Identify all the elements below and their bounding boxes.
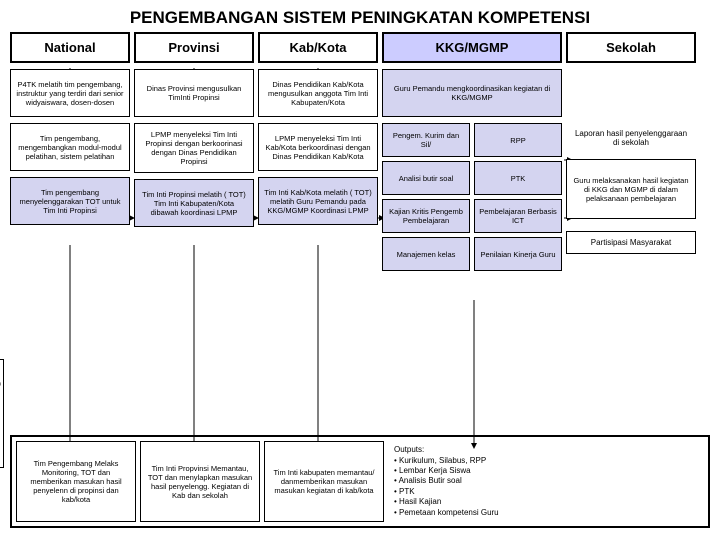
kkg-a2: RPP [474, 123, 562, 157]
kkg-top: Guru Pemandu mengkoordinasikan kegiatan … [382, 69, 562, 117]
prov-r3: Tim Inti Propinsi melatih ( TOT) Tim Int… [134, 179, 254, 227]
col-kkg: KKG/MGMP Guru Pemandu mengkoordinasikan … [382, 32, 562, 271]
sekolah-guru: Guru melaksanakan hasil kegiatan di KKG … [566, 159, 696, 219]
kkg-outputs: Outputs: • Kurikulum, Silabus, RPP • Lem… [388, 441, 568, 522]
kkg-b2: PTK [474, 161, 562, 195]
kab-r3: Tim Inti Kab/Kota melatih ( TOT) melatih… [258, 177, 378, 225]
nat-r3: Tim pengembang menyelenggarakan TOT untu… [10, 177, 130, 225]
main-grid: National P4TK melatih tim pengembang, in… [0, 32, 720, 271]
kab-r2: LPMP menyeleksi Tim Inti Kab/Kota berkoo… [258, 123, 378, 171]
sekolah-report: Laporan hasil penyelenggaraan di sekolah [566, 123, 696, 153]
col-provinsi: Provinsi Dinas Provinsi mengusulkan TimI… [134, 32, 254, 271]
outputs-1: • Kurikulum, Silabus, RPP [394, 456, 566, 466]
kkg-b1: Analisi butir soal [382, 161, 470, 195]
prov-r1: Dinas Provinsi mengusulkan TimInti Propi… [134, 69, 254, 117]
page-title: PENGEMBANGAN SISTEM PENINGKATAN KOMPETEN… [0, 0, 720, 32]
header-kkg: KKG/MGMP [382, 32, 562, 63]
outputs-title: Outputs: [394, 445, 566, 455]
col-sekolah: Sekolah Laporan hasil penyelenggaraan di… [566, 32, 696, 271]
mon-nat: Tim Pengembang Melaks Monitoring, TOT da… [16, 441, 136, 522]
prov-r2: LPMP menyeleksi Tim Inti Propinsi dengan… [134, 123, 254, 173]
col-kabkota: Kab/Kota Dinas Pendidikan Kab/Kota mengu… [258, 32, 378, 271]
nat-r2: Tim pengembang, mengembangkan modul-modu… [10, 123, 130, 171]
kkg-grid: Pengem. Kurim dan Sil/ RPP Analisi butir… [382, 123, 562, 271]
kkg-d1: Manajemen kelas [382, 237, 470, 271]
header-national: National [10, 32, 130, 63]
header-provinsi: Provinsi [134, 32, 254, 63]
header-kabkota: Kab/Kota [258, 32, 378, 63]
mon-kab: Tim Inti kabupaten memantau/ danmemberik… [264, 441, 384, 522]
outputs-5: • Hasil Kajian [394, 497, 566, 507]
outputs-2: • Lembar Kerja Siswa [394, 466, 566, 476]
kkg-d2: Penilaian Kinerja Guru [474, 237, 562, 271]
col-national: National P4TK melatih tim pengembang, in… [10, 32, 130, 271]
monitoring-label: Monitoring [0, 359, 4, 468]
mon-prov: Tim Inti Propvinsi Memantau, TOT dan men… [140, 441, 260, 522]
kkg-c2: Pembelajaran Berbasis ICT [474, 199, 562, 233]
header-sekolah: Sekolah [566, 32, 696, 63]
kab-r1: Dinas Pendidikan Kab/Kota mengusulkan an… [258, 69, 378, 117]
monitoring-row: Tim Pengembang Melaks Monitoring, TOT da… [10, 435, 710, 528]
kkg-a1: Pengem. Kurim dan Sil/ [382, 123, 470, 157]
nat-r1: P4TK melatih tim pengembang, instruktur … [10, 69, 130, 117]
outputs-4: • PTK [394, 487, 566, 497]
outputs-3: • Analisis Butir soal [394, 476, 566, 486]
sekolah-partisipasi: Partisipasi Masyarakat [566, 231, 696, 254]
outputs-6: • Pemetaan kompetensi Guru [394, 508, 566, 518]
kkg-c1: Kajian Kritis Pengemb Pembelajaran [382, 199, 470, 233]
